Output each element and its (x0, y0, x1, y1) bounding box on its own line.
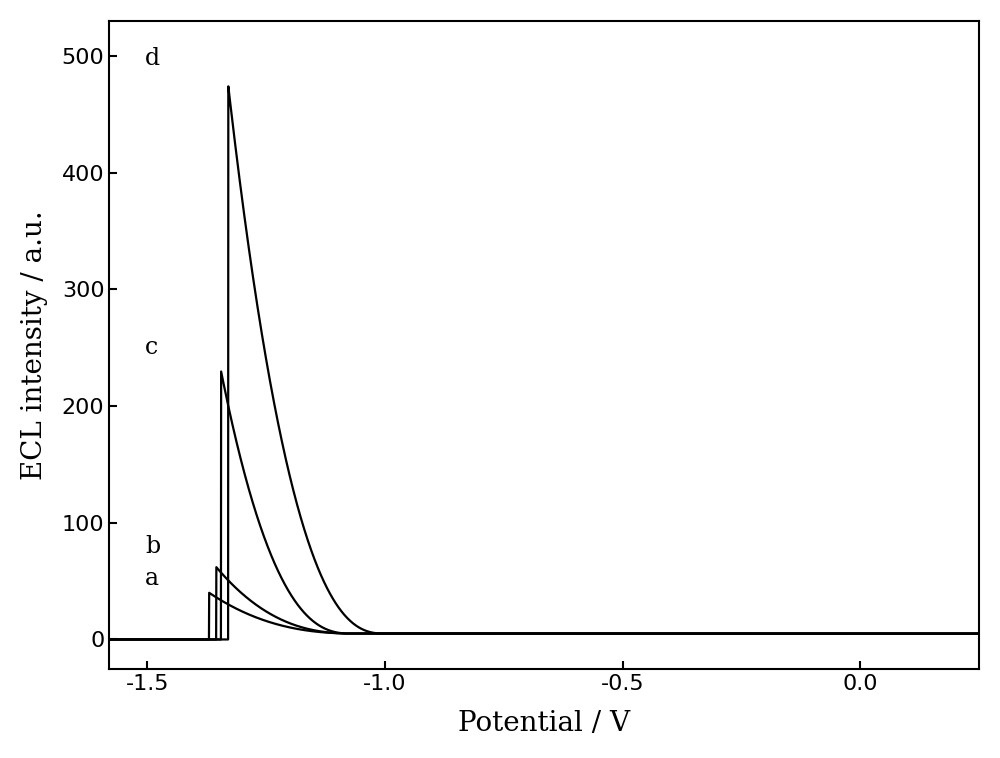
X-axis label: Potential / V: Potential / V (458, 710, 630, 738)
Text: c: c (145, 337, 158, 359)
Text: a: a (145, 568, 159, 590)
Text: d: d (145, 47, 160, 70)
Y-axis label: ECL intensity / a.u.: ECL intensity / a.u. (21, 210, 48, 480)
Text: b: b (145, 534, 160, 558)
